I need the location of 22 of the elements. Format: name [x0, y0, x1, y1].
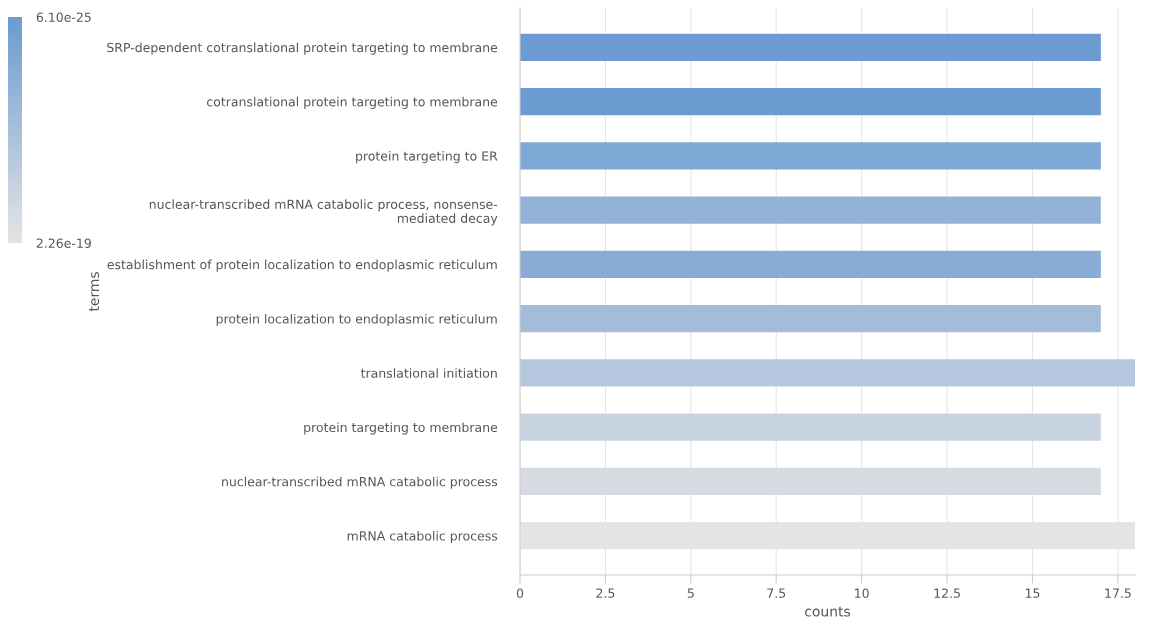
y-axis-title: terms — [89, 272, 100, 312]
x-tick-label: 15 — [1025, 588, 1040, 598]
color-bar-label: 2.26e-19 — [36, 238, 91, 248]
y-tick-label: translational initiation — [360, 368, 497, 378]
color-bar-label: 6.10e-25 — [36, 12, 91, 22]
y-tick-label: protein targeting to membrane — [304, 422, 498, 435]
x-tick-label: 0 — [516, 588, 524, 598]
y-tick-label: mRNA catabolic process — [347, 530, 498, 544]
x-tick-label: 2.5 — [596, 588, 615, 598]
y-tick-label: protein localization to endoplasmic reticulum — [216, 313, 497, 326]
y-tick-label: nuclear-transcribed mRNA catabolic process, nonsense- mediated decay — [149, 199, 498, 226]
x-tick-label: 12.5 — [934, 588, 960, 598]
y-tick-label: nuclear-transcribed mRNA catabolic process — [222, 476, 498, 489]
y-tick-label: protein targeting to ER — [356, 151, 498, 164]
y-tick-label: SRP-dependent cotranslational protein targeting to membrane — [107, 42, 498, 55]
x-axis-title: counts — [805, 606, 851, 617]
y-tick-label: establishment of protein localization to endoplasmic reticulum — [107, 259, 497, 272]
x-tick-label: 7.5 — [767, 588, 786, 598]
x-tick-label: 5 — [687, 588, 694, 598]
y-tick-label: cotranslational protein targeting to membrane — [207, 96, 498, 109]
x-tick-label: 10 — [855, 588, 869, 598]
x-tick-label: 17.5 — [1105, 588, 1131, 598]
